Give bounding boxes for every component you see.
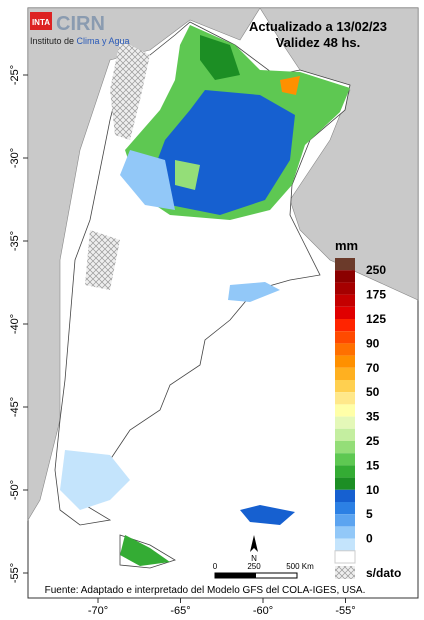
- north-arrow: [250, 535, 258, 552]
- lat-tick-label: -55°: [9, 563, 21, 583]
- legend-swatch: [335, 294, 355, 307]
- legend-swatch: [335, 367, 355, 380]
- legend-label: 125: [366, 312, 386, 326]
- updated: Actualizado a 13/02/23: [249, 19, 387, 34]
- legend-label: 10: [366, 483, 380, 497]
- legend-swatch: [335, 319, 355, 332]
- legend-label: 175: [366, 288, 386, 302]
- legend-swatch: [335, 477, 355, 490]
- scale-label: 0: [213, 562, 218, 571]
- nodata-swatch: [335, 566, 355, 579]
- brand: CIRN: [56, 13, 105, 35]
- scale-label: 250: [247, 562, 261, 571]
- legend-swatch: [335, 282, 355, 295]
- legend-swatch: [335, 343, 355, 356]
- scale-bar-fill: [215, 573, 256, 578]
- north-label: N: [251, 554, 257, 563]
- legend-label: 0: [366, 532, 373, 546]
- legend-swatch: [335, 355, 355, 368]
- legend-swatch: [335, 538, 355, 551]
- legend-swatch: [335, 331, 355, 344]
- legend-swatch: [335, 441, 355, 454]
- legend-swatch: [335, 514, 355, 527]
- lon-tick-label: -65°: [170, 605, 190, 617]
- precipitation: [60, 25, 350, 566]
- institute-prefix: Instituto de: [30, 36, 77, 46]
- lon-tick-label: -55°: [335, 605, 355, 617]
- footer: Fuente: Adaptado e interpretado del Mode…: [45, 585, 366, 596]
- legend-label: 250: [366, 263, 386, 277]
- no-data-areas: [85, 40, 150, 290]
- legend-swatch: [335, 404, 355, 417]
- legend-swatch: [335, 489, 355, 502]
- lat-tick-label: -50°: [9, 480, 21, 500]
- header: INTA CIRN Instituto de Clima y Agua Actu…: [30, 12, 387, 50]
- scale-label: 500 Km: [286, 562, 314, 571]
- legend-swatch: [335, 392, 355, 405]
- logo: INTA: [32, 18, 50, 27]
- institute: Instituto de Clima y Agua: [30, 36, 130, 46]
- lon-tick-label: -60°: [253, 605, 273, 617]
- legend-swatch: [335, 380, 355, 393]
- legend-label: 70: [366, 361, 380, 375]
- lat-tick-label: -45°: [9, 397, 21, 417]
- legend-label: 25: [366, 434, 380, 448]
- legend-label: 50: [366, 385, 380, 399]
- legend-label: 90: [366, 336, 380, 350]
- legend-title: mm: [335, 238, 358, 253]
- legend-swatch: [334, 550, 356, 564]
- lon-tick-label: -70°: [88, 605, 108, 617]
- legend-swatch: [335, 502, 355, 515]
- legend-label: 15: [366, 458, 380, 472]
- legend-swatch: [335, 526, 355, 539]
- legend-swatch: [335, 258, 355, 271]
- legend-swatch: [335, 465, 355, 478]
- lat-tick-label: -30°: [9, 148, 21, 168]
- logo-box: [30, 12, 52, 30]
- legend-swatch: [335, 270, 355, 283]
- legend-swatch: [335, 416, 355, 429]
- lat-tick-label: -25°: [9, 65, 21, 85]
- nodata-label: s/dato: [366, 566, 401, 580]
- legend-swatch: [335, 428, 355, 441]
- lat-tick-label: -40°: [9, 314, 21, 334]
- neighbors: [27, 7, 419, 522]
- legend-label: 5: [366, 507, 373, 521]
- institute-name: Clima y Agua: [77, 36, 130, 46]
- validity: Validez 48 hs.: [276, 35, 361, 50]
- legend-label: 35: [366, 410, 380, 424]
- legend-swatch: [335, 453, 355, 466]
- lat-tick-label: -35°: [9, 231, 21, 251]
- legend-swatch: [335, 306, 355, 319]
